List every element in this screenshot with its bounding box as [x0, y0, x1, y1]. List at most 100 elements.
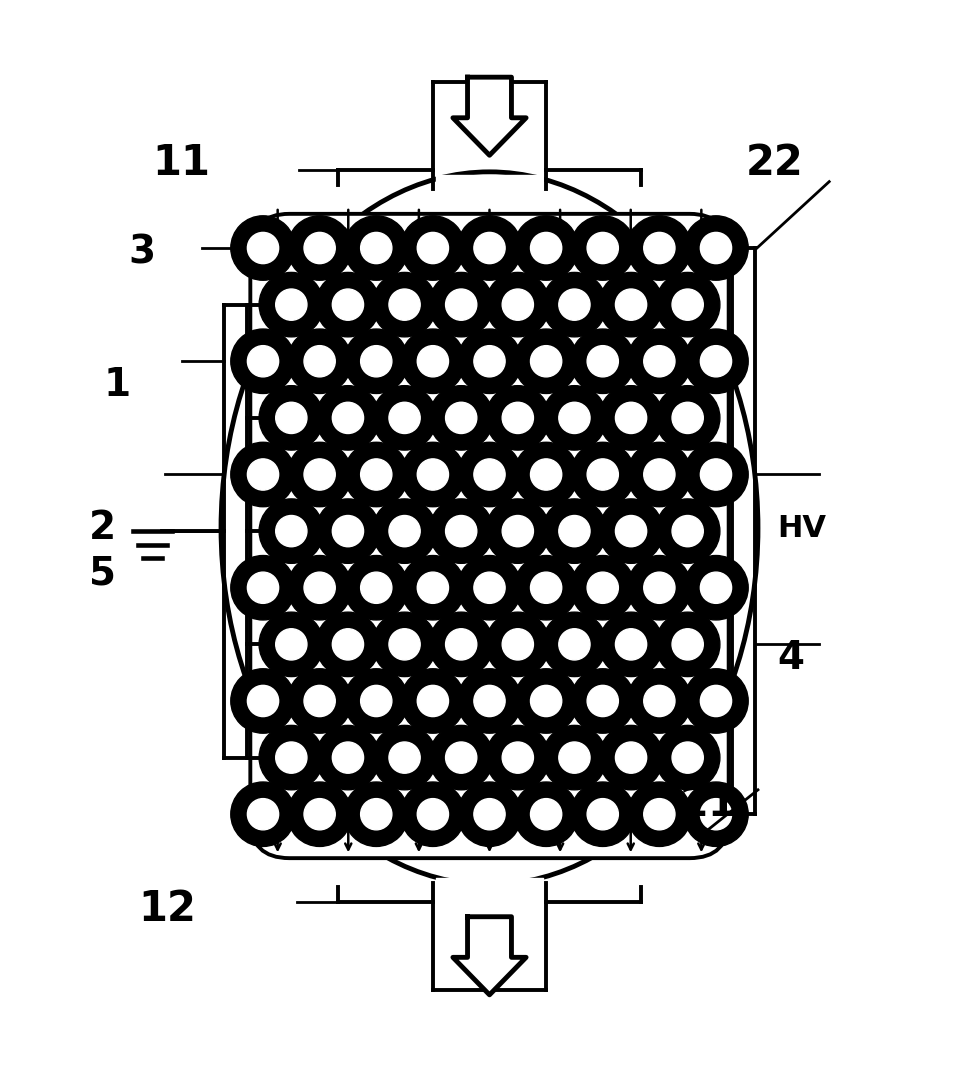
Circle shape	[372, 498, 436, 563]
Circle shape	[457, 443, 521, 507]
Circle shape	[615, 516, 646, 547]
Circle shape	[247, 799, 279, 830]
Circle shape	[428, 498, 493, 563]
Circle shape	[343, 329, 408, 393]
Circle shape	[683, 669, 747, 733]
Circle shape	[570, 781, 635, 847]
Text: 12: 12	[138, 888, 196, 929]
Circle shape	[288, 555, 351, 620]
Circle shape	[615, 629, 646, 660]
Circle shape	[288, 215, 351, 280]
Circle shape	[683, 443, 747, 507]
Circle shape	[513, 443, 578, 507]
Circle shape	[316, 612, 379, 676]
Circle shape	[457, 555, 521, 620]
Circle shape	[445, 629, 476, 660]
Circle shape	[231, 215, 295, 280]
Circle shape	[644, 572, 674, 604]
Circle shape	[683, 555, 747, 620]
Circle shape	[231, 781, 295, 847]
Text: 2: 2	[89, 509, 116, 547]
Circle shape	[558, 516, 590, 547]
Circle shape	[400, 215, 465, 280]
Circle shape	[615, 402, 646, 433]
Circle shape	[276, 629, 307, 660]
Circle shape	[304, 345, 334, 377]
Circle shape	[558, 742, 590, 773]
Circle shape	[627, 443, 690, 507]
Circle shape	[671, 742, 702, 773]
Circle shape	[457, 215, 521, 280]
Circle shape	[699, 459, 731, 490]
Circle shape	[655, 272, 719, 337]
Circle shape	[473, 685, 505, 716]
Circle shape	[457, 669, 521, 733]
Circle shape	[699, 345, 731, 377]
Circle shape	[644, 459, 674, 490]
Circle shape	[332, 402, 363, 433]
Circle shape	[655, 612, 719, 676]
Text: 21: 21	[679, 784, 737, 825]
Circle shape	[372, 726, 436, 790]
Circle shape	[671, 629, 702, 660]
Circle shape	[400, 781, 465, 847]
Circle shape	[502, 742, 533, 773]
Circle shape	[473, 459, 505, 490]
Circle shape	[388, 516, 420, 547]
Circle shape	[599, 272, 662, 337]
Circle shape	[360, 799, 391, 830]
Circle shape	[332, 742, 363, 773]
Circle shape	[671, 289, 702, 321]
Ellipse shape	[221, 172, 757, 884]
Circle shape	[683, 781, 747, 847]
Circle shape	[316, 726, 379, 790]
Circle shape	[530, 345, 561, 377]
Circle shape	[304, 233, 334, 264]
Circle shape	[615, 289, 646, 321]
Circle shape	[530, 459, 561, 490]
Circle shape	[231, 329, 295, 393]
Circle shape	[644, 799, 674, 830]
Circle shape	[304, 459, 334, 490]
Circle shape	[502, 289, 533, 321]
Circle shape	[558, 629, 590, 660]
Circle shape	[400, 443, 465, 507]
Circle shape	[599, 612, 662, 676]
Text: 4: 4	[777, 639, 804, 678]
Circle shape	[542, 498, 606, 563]
Circle shape	[400, 329, 465, 393]
Circle shape	[644, 233, 674, 264]
Circle shape	[259, 272, 323, 337]
Circle shape	[360, 233, 391, 264]
Circle shape	[343, 781, 408, 847]
Circle shape	[599, 498, 662, 563]
Circle shape	[542, 386, 606, 450]
Circle shape	[570, 555, 635, 620]
Circle shape	[599, 726, 662, 790]
Circle shape	[304, 685, 334, 716]
Circle shape	[457, 781, 521, 847]
Circle shape	[570, 443, 635, 507]
Circle shape	[247, 685, 279, 716]
Circle shape	[304, 572, 334, 604]
Circle shape	[343, 443, 408, 507]
Circle shape	[587, 459, 618, 490]
Circle shape	[587, 345, 618, 377]
Circle shape	[513, 329, 578, 393]
Circle shape	[247, 233, 279, 264]
Polygon shape	[453, 77, 525, 155]
Circle shape	[530, 572, 561, 604]
Circle shape	[316, 386, 379, 450]
Circle shape	[417, 799, 448, 830]
Circle shape	[587, 799, 618, 830]
Circle shape	[304, 799, 334, 830]
Text: HV: HV	[777, 513, 825, 542]
Circle shape	[587, 233, 618, 264]
Circle shape	[542, 612, 606, 676]
Circle shape	[473, 572, 505, 604]
Text: 11: 11	[153, 143, 210, 184]
Circle shape	[360, 685, 391, 716]
Circle shape	[247, 345, 279, 377]
Circle shape	[558, 402, 590, 433]
Circle shape	[530, 233, 561, 264]
